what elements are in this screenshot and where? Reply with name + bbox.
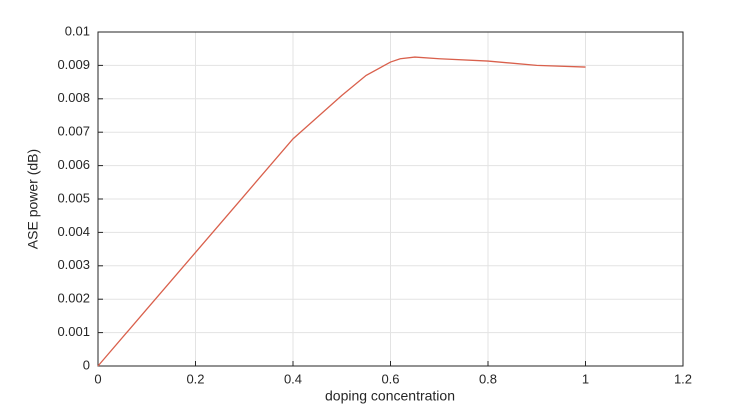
- x-tick-label: 0.4: [284, 371, 302, 386]
- y-tick-label: 0.006: [57, 157, 90, 172]
- y-tick-label: 0: [83, 357, 90, 372]
- x-axis-label: doping concentration: [325, 388, 455, 404]
- y-tick-label: 0.002: [57, 291, 90, 306]
- y-tick-label: 0.003: [57, 257, 90, 272]
- x-tick-label: 0.8: [479, 371, 497, 386]
- y-axis-label: ASE power (dB): [25, 149, 41, 249]
- y-tick-label: 0.009: [57, 57, 90, 72]
- x-tick-label: 1.2: [674, 371, 692, 386]
- y-tick-label: 0.001: [57, 324, 90, 339]
- data-line: [97, 56, 586, 367]
- y-tick-label: 0.004: [57, 224, 90, 239]
- x-tick-label: 0.2: [186, 371, 204, 386]
- x-tick-label: 0: [94, 371, 101, 386]
- x-tick-label: 0.6: [381, 371, 399, 386]
- y-tick-label: 0.01: [65, 23, 90, 38]
- plot-frame: [97, 31, 684, 367]
- x-tick-label: 1: [582, 371, 589, 386]
- y-tick-label: 0.008: [57, 90, 90, 105]
- y-tick-label: 0.005: [57, 190, 90, 205]
- y-tick-label: 0.007: [57, 124, 90, 139]
